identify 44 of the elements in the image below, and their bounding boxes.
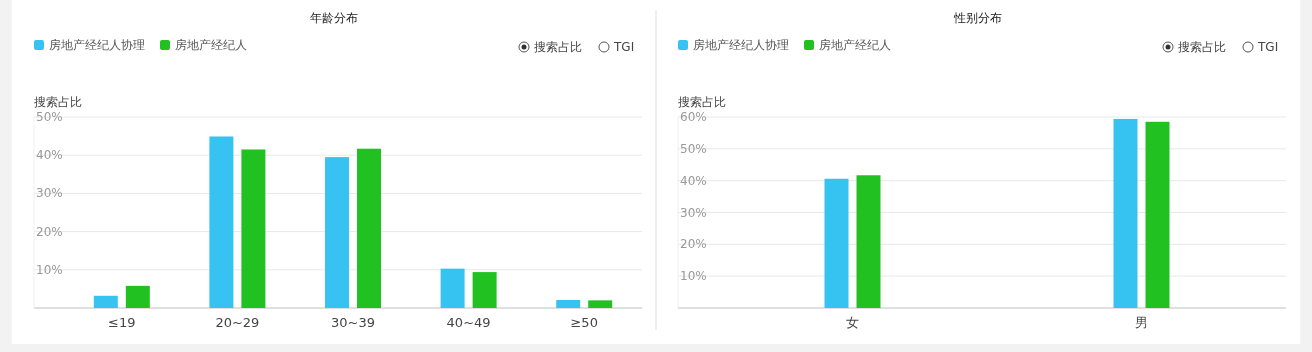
y-tick-label: 20% — [36, 224, 63, 239]
text: 搜索占比 — [1178, 40, 1226, 54]
legend-label: 房地产经纪人 — [175, 38, 247, 52]
y-tick-label: 40% — [680, 173, 707, 188]
y-tick-label: 30% — [36, 186, 63, 201]
bar — [93, 295, 118, 308]
y-tick-label: 50% — [36, 110, 63, 124]
bar — [125, 285, 150, 308]
bar — [357, 148, 381, 308]
legend-label: 房地产经纪人协理 — [693, 38, 789, 52]
bar — [824, 178, 849, 308]
bar — [1113, 118, 1138, 308]
chart-title: 性别分布 — [953, 11, 1002, 25]
chart-title: 年龄分布 — [310, 11, 358, 25]
y-tick-label: 50% — [680, 141, 707, 156]
y-tick-label: 10% — [36, 262, 63, 277]
y-tick-label: 60% — [680, 110, 707, 124]
bar — [1145, 121, 1170, 308]
bar — [241, 149, 266, 308]
x-tick-label: 40~49 — [446, 315, 491, 330]
bar — [325, 157, 349, 308]
bar — [588, 300, 613, 308]
x-tick-label: 20~29 — [215, 315, 260, 330]
y-tick-label: 20% — [680, 237, 707, 252]
y-axis-title: 搜索占比 — [34, 95, 82, 109]
y-tick-label: 40% — [36, 148, 63, 163]
x-tick-label: 30~39 — [331, 315, 375, 330]
bar — [472, 272, 497, 308]
bar — [856, 175, 881, 308]
legend-label: 房地产经纪人 — [819, 38, 891, 52]
text: 搜索占比 — [534, 40, 582, 54]
x-tick-label: 男 — [1135, 315, 1148, 330]
y-tick-label: 10% — [680, 269, 707, 284]
y-tick-label: 30% — [680, 205, 707, 220]
x-tick-label: ≤19 — [108, 315, 136, 330]
bar — [440, 268, 465, 308]
x-tick-label: ≥50 — [570, 315, 598, 330]
y-axis-title: 搜索占比 — [678, 95, 726, 109]
legend-label: 房地产经纪人协理 — [49, 38, 145, 52]
bar — [209, 136, 234, 308]
text: TGI — [1257, 40, 1279, 54]
x-tick-label: 女 — [846, 315, 859, 330]
text: TGI — [613, 40, 635, 54]
bar — [556, 299, 581, 308]
